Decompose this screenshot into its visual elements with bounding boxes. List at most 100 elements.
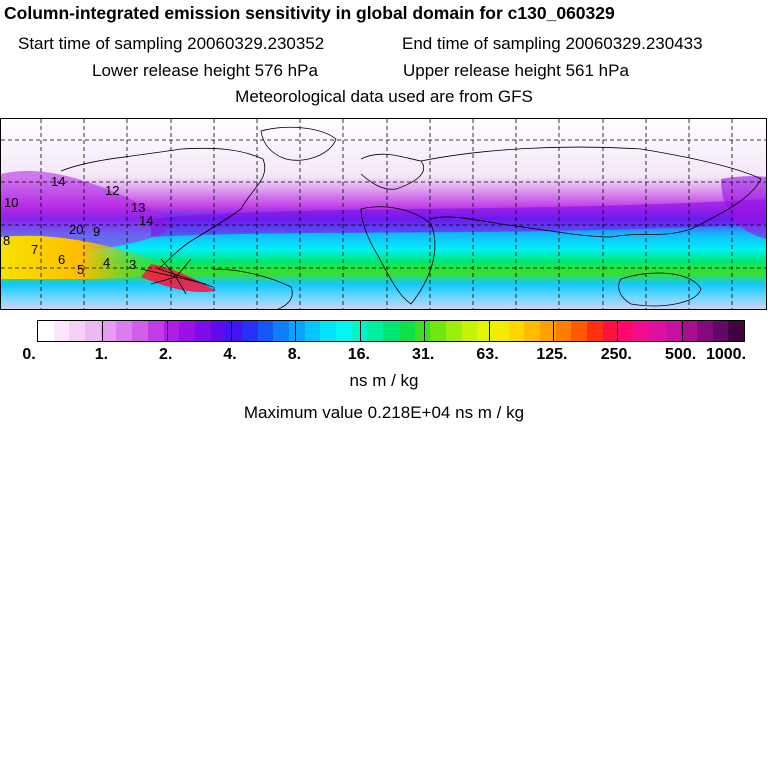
north-america-outline: [60, 147, 266, 288]
trajectory-label: 4: [103, 255, 110, 270]
trajectory-label: 7: [31, 242, 38, 257]
color-scale-cell: [555, 321, 572, 341]
color-scale-divider: [295, 321, 297, 341]
color-scale-cell: [273, 321, 289, 341]
africa-outline: [360, 206, 436, 305]
color-scale-cell: [336, 321, 352, 341]
lower-release: Lower release height 576 hPa: [92, 61, 318, 81]
color-scale-label: 1000.: [705, 346, 747, 363]
color-scale-cell: [571, 321, 588, 341]
trajectory-label: 10: [4, 195, 18, 210]
color-scale-cell: [508, 321, 525, 341]
trajectory-label: 3: [129, 257, 136, 272]
color-scale-cell: [712, 321, 729, 341]
color-scale-cell: [540, 321, 556, 341]
color-scale-cell: [210, 321, 227, 341]
upper-value: 561 hPa: [565, 61, 629, 80]
trajectory-label: 9: [93, 224, 100, 239]
color-scale-divider: [231, 321, 233, 341]
color-scale-cell: [383, 321, 399, 341]
color-scale-label: 4.: [223, 346, 237, 363]
lower-value: 576 hPa: [254, 61, 318, 80]
source-core: [141, 264, 216, 293]
max-unit: ns m / kg: [455, 403, 525, 422]
australia-outline: [618, 272, 702, 307]
map-canvas: 14 12 13 14 10 20 9 8 7 6 5 4 3: [1, 119, 766, 309]
coastlines: [60, 126, 762, 309]
sampling-start: Start time of sampling 20060329.230352: [18, 34, 324, 54]
color-scale-label: 8.: [287, 346, 302, 363]
color-scale-label: 1.: [94, 346, 109, 363]
end-value: 20060329.230433: [565, 34, 703, 53]
color-scale-cell: [116, 321, 133, 341]
color-scale-label: 500.: [665, 346, 697, 363]
met-data-line: Meteorological data used are from GFS: [235, 87, 533, 106]
color-scale-label: 250.: [600, 346, 632, 363]
color-scale-cell: [602, 321, 619, 341]
color-scale-cell: [696, 321, 713, 341]
color-scale-cell: [414, 321, 431, 341]
sampling-end: End time of sampling 20060329.230433: [402, 34, 703, 54]
asia-outline: [420, 146, 762, 238]
trajectory-label: 13: [131, 200, 145, 215]
color-scale-label: 31.: [412, 346, 435, 363]
start-label: Start time of sampling: [18, 34, 183, 53]
trajectory-label: 5: [77, 262, 84, 277]
max-value: 0.218E+04: [367, 403, 451, 422]
color-scale-divider: [102, 321, 104, 341]
trajectory-label: 20: [69, 222, 83, 237]
color-scale-divider: [488, 321, 490, 341]
color-scale-label: 0.: [22, 346, 36, 363]
color-scale-cell: [665, 321, 682, 341]
maximum-value-line: Maximum value 0.218E+04 ns m / kg: [0, 403, 768, 423]
color-scale-cell: [634, 321, 650, 341]
color-scale-divider: [359, 321, 361, 341]
color-scale-cell: [320, 321, 337, 341]
trajectory-label: 8: [3, 233, 10, 248]
color-scale-cell: [587, 321, 603, 341]
color-scale-label: 16.: [347, 346, 370, 363]
color-scale-cell: [492, 321, 509, 341]
color-scale-cell: [69, 321, 86, 341]
color-scale-label: 2.: [159, 346, 173, 363]
color-scale-cell: [477, 321, 493, 341]
color-scale-cell: [257, 321, 274, 341]
map-title: Column-integrated emission sensitivity i…: [4, 3, 615, 23]
trajectory-lines: [140, 258, 207, 295]
color-scale-cell: [681, 321, 697, 341]
greenland-outline: [260, 126, 337, 161]
color-scale-cell: [226, 321, 242, 341]
color-scale-cell: [179, 321, 195, 341]
color-scale-divider: [424, 321, 426, 341]
color-scale-cell: [241, 321, 258, 341]
color-scale-cell: [461, 321, 478, 341]
color-scale-cell: [430, 321, 446, 341]
max-label: Maximum value: [243, 403, 363, 422]
color-scale-cell: [53, 321, 70, 341]
color-scale-unit: ns m / kg: [349, 371, 419, 390]
color-scale-cell: [524, 321, 540, 341]
color-scale-cell: [398, 321, 415, 341]
europe-outline: [360, 153, 424, 190]
color-scale-divider: [681, 321, 683, 341]
color-scale-divider: [617, 321, 619, 341]
color-scale-cell: [100, 321, 117, 341]
color-scale-cell: [304, 321, 321, 341]
color-scale-cell: [289, 321, 305, 341]
color-scale-cell: [132, 321, 148, 341]
trajectory-label: 12: [105, 183, 119, 198]
trajectory-label: 14: [139, 213, 153, 228]
color-scale-cell: [728, 321, 744, 341]
color-scale-cell: [445, 321, 462, 341]
color-scale-label: 125.: [536, 346, 568, 363]
upper-plume-band: [151, 199, 766, 237]
color-scale-cell: [649, 321, 666, 341]
color-scale-cell: [194, 321, 211, 341]
color-scale-cell: [351, 321, 368, 341]
trajectory-labels: 14 12 13 14 10 20 9 8 7 6 5 4 3: [3, 174, 153, 277]
color-scale-cell: [618, 321, 635, 341]
sensitivity-map: 14 12 13 14 10 20 9 8 7 6 5 4 3: [0, 118, 767, 310]
color-scale-cell: [38, 321, 54, 341]
color-scale-divider: [166, 321, 168, 341]
lower-label: Lower release height: [92, 61, 250, 80]
